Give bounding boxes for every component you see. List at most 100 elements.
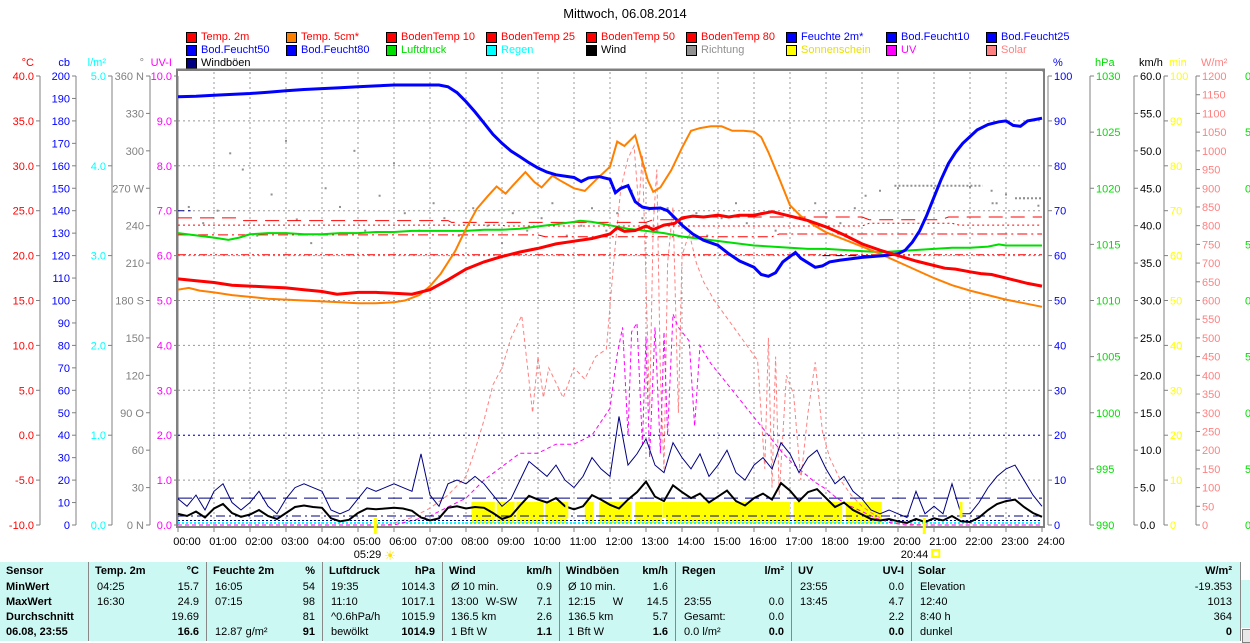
table-cell-label: bewölkt — [331, 626, 369, 638]
table-cell-label: 04:25 — [97, 581, 125, 593]
direction-dot — [864, 194, 867, 197]
legend-swatch-icon — [486, 44, 497, 56]
table-cell-value: 5.7 — [652, 611, 668, 623]
axis-unit-label: °C — [22, 57, 34, 69]
legend-label: Wind — [601, 44, 627, 56]
table-cell-value: 24.9 — [177, 596, 199, 608]
axis-tick-label: 250 — [1202, 426, 1220, 438]
direction-dot — [285, 139, 287, 142]
legend-swatch-icon — [786, 31, 797, 43]
axis-tick-label: 90 — [58, 318, 70, 330]
axis-tick-label: 90 — [1054, 116, 1066, 128]
page-title: Mittwoch, 06.08.2014 — [563, 6, 687, 21]
legend-swatch-icon — [186, 57, 197, 69]
x-tick-label: 21:00 — [929, 536, 957, 548]
table-header-sensor: Sensor — [6, 565, 44, 577]
x-tick-label: 04:00 — [317, 536, 345, 548]
edge-axis-fragment: 0 — [1245, 520, 1250, 532]
table-cell-value: 1.6 — [652, 581, 668, 593]
sunshine-block — [516, 502, 544, 523]
table-cell-label: Gesamt: — [684, 611, 726, 623]
sunshine-block — [793, 502, 843, 523]
axis-tick-label: 120 — [126, 370, 144, 382]
series-wind — [177, 479, 1043, 524]
table-cell-label: 1 Bft W — [568, 626, 605, 638]
direction-dot — [486, 224, 489, 227]
axis-tick-label: 360 N — [115, 71, 144, 83]
table-cell-value: 364 — [1213, 611, 1232, 623]
legend-item-regen: Regen — [486, 44, 586, 56]
table-cell-value: 0.0 — [768, 626, 784, 638]
legend-swatch-icon — [886, 44, 897, 56]
series-uv — [178, 313, 1042, 526]
axis-tick-label: 30 — [132, 483, 144, 495]
axis-tick-label: 2.0 — [91, 340, 106, 352]
axis-tick-label: 40 — [1054, 340, 1066, 352]
table-cell-label: 13:00 — [451, 596, 479, 608]
legend-item-temp-2m: Temp. 2m — [186, 31, 286, 43]
series-temp-2m — [177, 210, 1043, 296]
axis-tick-label: 0 — [1202, 520, 1208, 532]
axis-tick-label: 170 — [52, 138, 70, 150]
direction-dot — [745, 222, 748, 225]
direction-dot — [1005, 193, 1007, 196]
edge-axis-fragment: 5 — [1245, 464, 1250, 476]
axis-tick-label: 550 — [1202, 314, 1220, 326]
x-tick-label: 01:00 — [209, 536, 237, 548]
axis-tick-label: 1100 — [1202, 108, 1226, 120]
axis-tick-label: 35.0 — [13, 116, 34, 128]
table-column-divider — [559, 562, 560, 641]
legend-label: Temp. 5cm* — [301, 31, 360, 43]
axis-tick-label: 100 — [52, 296, 70, 308]
axis-tick-label: 50.0 — [1140, 146, 1161, 158]
table-cell-value: 1013 — [1207, 596, 1232, 608]
axis-tick-label: 100 — [1170, 71, 1188, 83]
direction-dot — [310, 242, 313, 245]
legend-label: Bod.Feucht80 — [301, 44, 370, 56]
axis-tick-label: 0 — [1170, 520, 1176, 532]
series-luftdruck — [177, 219, 1042, 254]
series-bodentemp-10 — [178, 216, 1042, 223]
axis-tick-label: 1015 — [1096, 239, 1120, 251]
series-solar — [178, 144, 1042, 526]
table-cell-value: 2.2 — [888, 611, 904, 623]
axis-unit-label: UV-I — [151, 57, 172, 69]
direction-dot — [897, 187, 899, 190]
series-temp-5cm — [177, 125, 1043, 308]
table-cell-value: 2.6 — [536, 611, 552, 623]
direction-dot — [295, 218, 298, 221]
axis-tick-label: 150 — [126, 333, 144, 345]
legend-label: Temp. 2m — [201, 31, 250, 43]
legend-item-bodentemp-80: BodenTemp 80 — [686, 31, 786, 43]
axis-tick-label: 35.0 — [1140, 258, 1161, 270]
direction-dot — [565, 234, 568, 237]
axis-tick-label: 5.0 — [157, 296, 172, 308]
axis-tick-label: 50 — [1170, 296, 1182, 308]
table-cell-label: 0.0 l/m² — [684, 626, 721, 638]
table-cell-label: 12:40 — [920, 596, 948, 608]
edge-axis-fragment: 5 — [1245, 352, 1250, 364]
table-cell-label: dunkel — [920, 626, 953, 638]
direction-dot — [853, 207, 856, 210]
direction-dot — [1037, 204, 1040, 207]
sunrise-time-label: 05:29 — [354, 549, 382, 561]
table-cell-label: 07:15 — [215, 596, 243, 608]
legend-swatch-icon — [386, 31, 397, 43]
axis-tick-label: 55.0 — [1140, 108, 1161, 120]
direction-dot — [580, 224, 583, 227]
direction-dot — [216, 209, 219, 212]
axis-unit-label: cb — [58, 57, 70, 69]
axis-tick-label: 450 — [1202, 352, 1220, 364]
axis-tick-label: 10.0 — [13, 340, 34, 352]
table-cell-label: Ø 10 min. — [451, 581, 499, 593]
x-tick-label: 22:00 — [965, 536, 993, 548]
direction-dot — [526, 229, 529, 232]
legend-swatch-icon — [986, 44, 997, 56]
edge-axis-fragment: 5 — [1245, 127, 1250, 139]
direction-dot — [774, 229, 777, 232]
axis-tick-label: 140 — [52, 206, 70, 218]
legend-label: Solar — [1001, 44, 1027, 56]
legend-label: Bod.Feucht25 — [1001, 31, 1070, 43]
x-tick-label: 02:00 — [245, 536, 273, 548]
